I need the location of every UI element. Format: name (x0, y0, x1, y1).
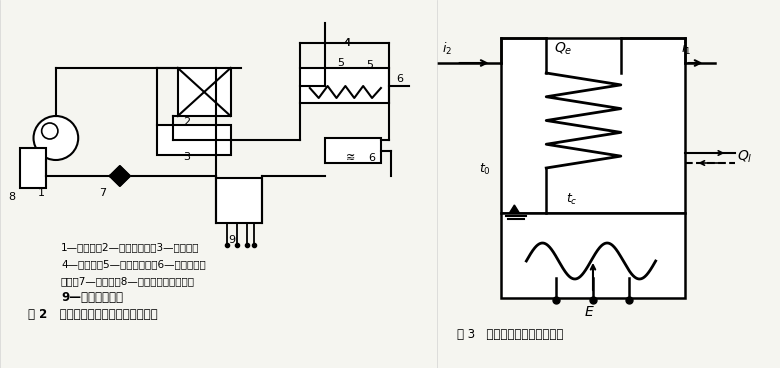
Bar (178, 68, 231, 116)
Text: 1—压缩机；2—风冷冷凝器；3—储液器；: 1—压缩机；2—风冷冷凝器；3—储液器； (61, 242, 200, 252)
Polygon shape (110, 166, 130, 186)
Text: 4: 4 (343, 38, 350, 48)
Bar (300, 68, 389, 103)
Bar (502, 38, 686, 213)
Text: 5: 5 (366, 60, 373, 70)
Text: 2: 2 (183, 117, 190, 127)
Bar (20, 148, 46, 188)
Text: $t_c$: $t_c$ (566, 192, 578, 207)
Text: 9—含油测定装置: 9—含油测定装置 (61, 291, 123, 304)
Bar (158, 125, 231, 155)
Text: 6: 6 (396, 74, 403, 84)
Text: 8: 8 (8, 192, 16, 202)
Text: 4: 4 (343, 38, 350, 48)
Text: $E$: $E$ (584, 305, 595, 319)
Text: $t_0$: $t_0$ (479, 162, 491, 177)
Text: 图 3   二次制冷剂量热计示意图: 图 3 二次制冷剂量热计示意图 (457, 328, 563, 341)
Circle shape (34, 116, 78, 160)
Bar (18, 38, 414, 213)
Polygon shape (110, 166, 130, 186)
Circle shape (41, 123, 58, 139)
Text: ≋: ≋ (346, 153, 355, 163)
Polygon shape (509, 205, 519, 213)
Text: 7: 7 (100, 188, 107, 198)
Text: 3: 3 (183, 152, 190, 162)
Text: 图 2   涅轮流量变送器标定系统原理图: 图 2 涅轮流量变送器标定系统原理图 (28, 308, 158, 321)
Text: 5: 5 (337, 58, 344, 68)
Text: 送器；7—膨胀阁；8—二次制冷剂量热计；: 送器；7—膨胀阁；8—二次制冷剂量热计； (61, 276, 195, 286)
Text: $i_2$: $i_2$ (441, 41, 452, 57)
Text: $i_1$: $i_1$ (680, 41, 691, 57)
Bar (502, 213, 686, 298)
Text: 6: 6 (369, 153, 376, 163)
Bar (216, 178, 262, 223)
Text: 4—过冷器；5—干燥过滤器；6—涅轮流量变: 4—过冷器；5—干燥过滤器；6—涅轮流量变 (61, 259, 206, 269)
Text: $Q_l$: $Q_l$ (737, 149, 753, 165)
Text: 1: 1 (37, 188, 44, 198)
Text: $Q_e$: $Q_e$ (554, 41, 573, 57)
Bar (325, 138, 381, 163)
Text: 9: 9 (229, 235, 236, 245)
